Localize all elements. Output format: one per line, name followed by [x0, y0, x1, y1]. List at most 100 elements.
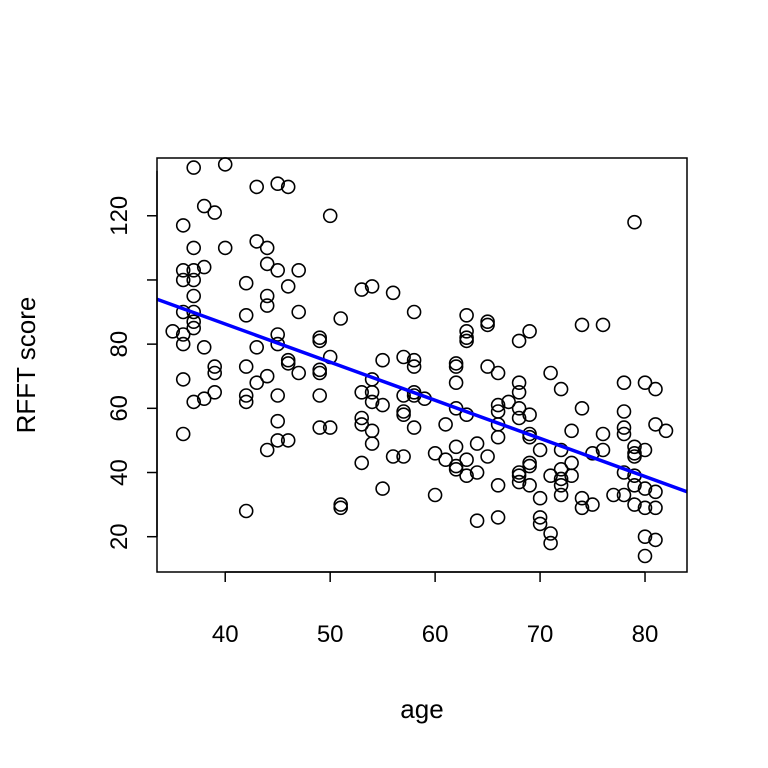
data-point	[459, 307, 474, 323]
data-point	[396, 404, 411, 419]
data-point	[543, 468, 558, 484]
data-point	[448, 356, 464, 371]
data-point	[259, 288, 275, 304]
data-point	[616, 487, 632, 503]
data-point	[385, 285, 401, 301]
data-point	[249, 375, 265, 391]
data-point	[564, 455, 579, 471]
x-tick-label: 40	[212, 621, 239, 648]
data-point	[438, 452, 453, 468]
data-point	[574, 490, 590, 506]
data-point	[207, 384, 222, 400]
x-axis: 40 50 60 70 80	[212, 571, 659, 648]
data-point	[406, 359, 422, 374]
data-point	[522, 458, 537, 474]
data-point	[522, 477, 537, 493]
data-point	[532, 442, 548, 458]
data-point	[333, 311, 349, 326]
data-point	[490, 365, 506, 381]
data-point	[238, 394, 254, 410]
x-tick-label: 80	[632, 621, 659, 648]
data-point	[270, 433, 286, 448]
data-point	[291, 262, 307, 278]
data-point	[637, 529, 653, 545]
data-point	[270, 327, 286, 342]
data-point	[490, 510, 506, 525]
y-tick-label: 60	[106, 395, 133, 422]
data-point	[259, 298, 275, 313]
data-point	[522, 407, 537, 423]
data-point	[585, 497, 600, 512]
data-point	[459, 452, 474, 468]
data-point	[196, 259, 212, 275]
data-point	[406, 420, 422, 435]
y-axis: 20 40 60 80 120	[106, 170, 158, 550]
data-point	[259, 240, 275, 256]
data-point	[207, 205, 222, 220]
regression-line-layer	[156, 297, 688, 494]
data-point	[511, 410, 527, 426]
plot-frame	[156, 157, 688, 573]
data-point	[511, 384, 527, 400]
data-point	[574, 317, 590, 333]
data-point	[270, 388, 286, 403]
data-point	[553, 471, 569, 487]
data-point	[207, 365, 222, 381]
data-point	[186, 320, 201, 336]
data-point	[627, 439, 642, 455]
y-tick-label: 40	[106, 459, 133, 486]
data-point	[175, 372, 191, 387]
data-point	[270, 413, 286, 429]
data-point	[249, 179, 265, 195]
data-point	[532, 490, 548, 506]
data-point	[459, 333, 474, 349]
data-point	[627, 449, 642, 464]
data-point	[333, 500, 349, 516]
data-point	[196, 391, 212, 407]
data-point	[175, 327, 191, 342]
data-point	[259, 368, 275, 384]
x-tick-label: 60	[422, 621, 449, 648]
data-point	[469, 465, 485, 480]
data-point	[438, 417, 453, 432]
data-point	[480, 317, 495, 333]
data-point	[322, 420, 338, 435]
data-point	[196, 339, 212, 355]
data-point	[186, 160, 201, 175]
data-point	[238, 388, 254, 403]
data-point	[637, 500, 653, 516]
data-point	[217, 157, 233, 172]
data-point	[354, 417, 370, 432]
data-point	[186, 262, 201, 278]
data-point	[448, 359, 464, 374]
data-point	[406, 304, 422, 320]
data-point	[480, 359, 495, 374]
data-point	[511, 468, 527, 484]
data-point	[280, 352, 296, 368]
y-tick-label: 120	[106, 196, 133, 236]
data-point	[448, 439, 464, 455]
data-point	[238, 359, 254, 374]
data-point	[186, 288, 201, 304]
x-axis-title: age	[400, 694, 443, 724]
data-point	[270, 176, 286, 191]
data-point	[406, 352, 422, 368]
data-point	[637, 442, 653, 458]
data-point	[627, 497, 642, 512]
data-point	[175, 272, 191, 288]
data-point	[354, 410, 370, 426]
data-point	[501, 394, 516, 410]
data-point	[616, 375, 632, 391]
data-point	[469, 513, 485, 529]
data-point	[207, 359, 222, 374]
data-point	[648, 381, 663, 397]
data-point	[574, 500, 590, 516]
y-tick-label: 20	[106, 523, 133, 550]
data-point	[490, 429, 506, 445]
data-point	[511, 400, 527, 416]
data-point	[553, 477, 569, 493]
data-point	[564, 468, 579, 484]
data-point	[333, 497, 349, 512]
y-tick-label: 80	[106, 331, 133, 358]
data-point	[238, 503, 254, 519]
